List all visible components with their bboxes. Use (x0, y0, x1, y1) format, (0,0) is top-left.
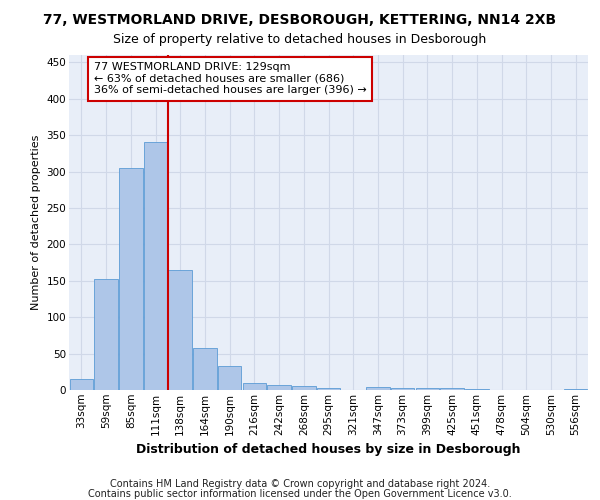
Bar (268, 385, 291, 390)
Text: 77, WESTMORLAND DRIVE, DESBOROUGH, KETTERING, NN14 2XB: 77, WESTMORLAND DRIVE, DESBOROUGH, KETTE… (43, 12, 557, 26)
Bar (70, 379, 93, 390)
Bar (144, 142, 167, 390)
Bar (317, 388, 340, 390)
Bar (242, 382, 266, 390)
Bar (440, 388, 464, 390)
Bar (366, 387, 389, 390)
Bar (119, 168, 143, 390)
Bar (292, 386, 316, 390)
X-axis label: Distribution of detached houses by size in Desborough: Distribution of detached houses by size … (136, 443, 521, 456)
Bar (94, 278, 118, 390)
Text: Size of property relative to detached houses in Desborough: Size of property relative to detached ho… (113, 32, 487, 46)
Bar (391, 388, 415, 390)
Bar (564, 388, 587, 390)
Text: Contains public sector information licensed under the Open Government Licence v3: Contains public sector information licen… (88, 489, 512, 499)
Bar (465, 388, 488, 390)
Bar (416, 388, 439, 390)
Bar (218, 366, 241, 390)
Text: Contains HM Land Registry data © Crown copyright and database right 2024.: Contains HM Land Registry data © Crown c… (110, 479, 490, 489)
Bar (193, 348, 217, 390)
Y-axis label: Number of detached properties: Number of detached properties (31, 135, 41, 310)
Bar (169, 270, 192, 390)
Text: 77 WESTMORLAND DRIVE: 129sqm
← 63% of detached houses are smaller (686)
36% of s: 77 WESTMORLAND DRIVE: 129sqm ← 63% of de… (94, 62, 367, 96)
